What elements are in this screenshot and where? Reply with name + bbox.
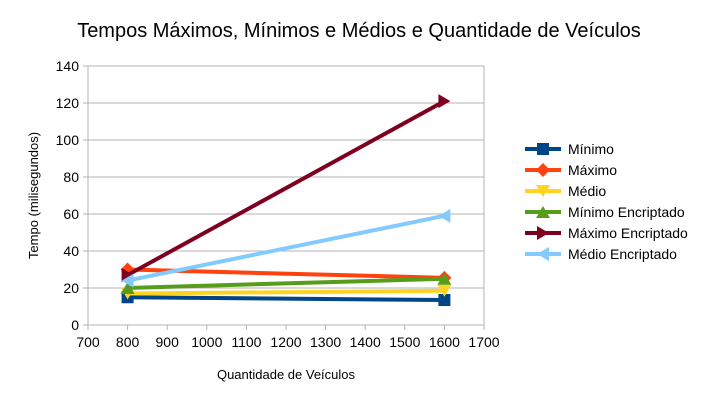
series-3 [120, 272, 452, 294]
x-tick-label: 800 [116, 334, 140, 350]
legend-label: Médio [568, 183, 606, 199]
legend-marker [536, 163, 550, 177]
x-tick-label: 1000 [191, 334, 222, 350]
x-tick-label: 1700 [468, 334, 499, 350]
chart-title: Tempos Máximos, Mínimos e Médios e Quant… [77, 20, 641, 42]
legend-label: Mínimo Encriptado [568, 204, 685, 220]
series-line [127, 288, 445, 296]
legend-label: Máximo [568, 162, 617, 178]
series-line [127, 295, 445, 303]
data-point [121, 268, 134, 283]
data-point [438, 294, 451, 307]
legend-item: Máximo [525, 162, 617, 178]
y-tick-label: 120 [56, 95, 80, 111]
data-point [438, 208, 451, 223]
series-lines [120, 94, 452, 307]
x-tick-label: 1600 [429, 334, 460, 350]
legend-item: Médio [525, 183, 606, 199]
data-point [120, 282, 135, 294]
data-point [438, 94, 451, 109]
y-tick-label: 140 [56, 58, 80, 74]
legend-item: Mínimo Encriptado [525, 204, 685, 220]
y-tick-label: 0 [71, 317, 79, 333]
y-tick-label: 60 [63, 206, 79, 222]
y-tick-label: 20 [63, 280, 79, 296]
legend-label: Máximo Encriptado [568, 225, 688, 241]
y-tick-label: 80 [63, 169, 79, 185]
axis-ticks: 0 20 40 60 80 100 120 140 700 800 900 1000 1100 1200 1… [56, 58, 500, 350]
x-tick-label: 700 [76, 334, 100, 350]
legend-item: Médio Encriptado [525, 246, 677, 262]
data-point [437, 272, 452, 285]
legend-label: Médio Encriptado [568, 246, 677, 262]
y-tick-label: 100 [56, 132, 80, 148]
x-tick-label: 1200 [270, 334, 301, 350]
x-tick-label: 1500 [389, 334, 420, 350]
legend-item: Máximo Encriptado [525, 225, 688, 241]
series-line [127, 276, 445, 290]
series-4 [121, 94, 451, 283]
legend: Mínimo Máximo Médio Mínimo Encriptado Máximo… [525, 141, 688, 262]
x-tick-label: 1300 [310, 334, 341, 350]
x-axis-label: Quantidade de Veículos [217, 367, 356, 382]
data-point [121, 273, 134, 288]
x-tick-label: 900 [156, 334, 180, 350]
legend-marker [537, 226, 549, 240]
legend-marker [536, 185, 550, 197]
y-tick-label: 40 [63, 243, 79, 259]
legend-item: Mínimo [525, 141, 614, 157]
series-line [126, 99, 446, 277]
series-5 [121, 208, 451, 288]
legend-marker [537, 143, 549, 155]
y-axis-label: Tempo (milisegundos) [26, 132, 41, 259]
x-tick-label: 1100 [231, 334, 261, 350]
data-point [437, 284, 452, 297]
legend-label: Mínimo [568, 141, 614, 157]
legend-marker [537, 247, 549, 261]
series-line [127, 213, 445, 283]
x-tick-label: 1400 [350, 334, 381, 350]
legend-marker [536, 206, 550, 218]
